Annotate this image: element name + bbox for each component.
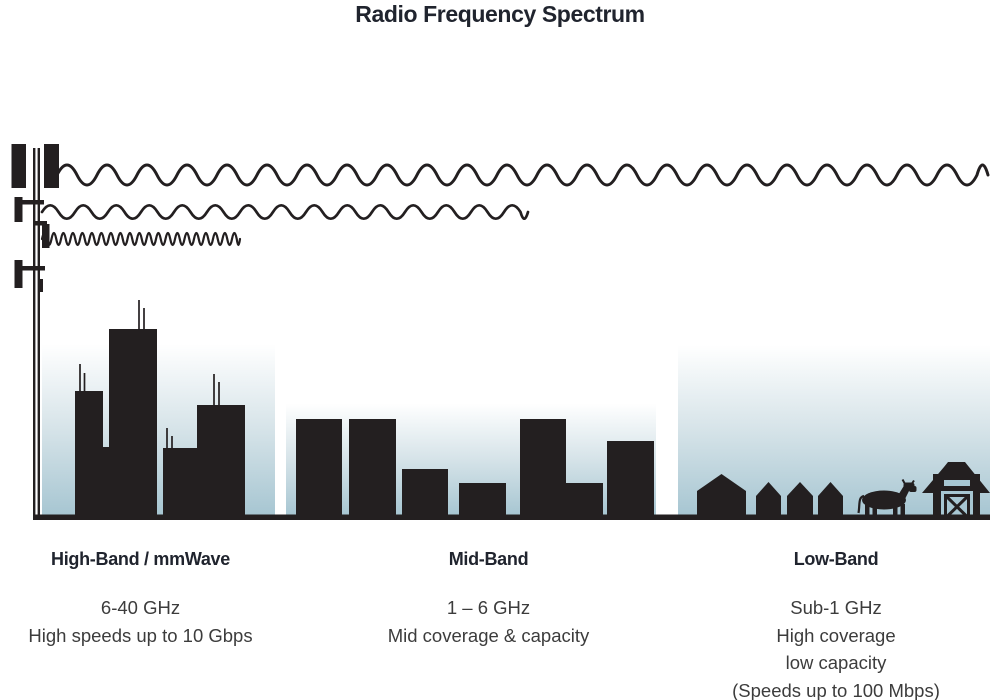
ground-line [33, 514, 990, 520]
mid-band-details: 1 – 6 GHz Mid coverage & capacity [356, 594, 621, 649]
low-band-coverage: High coverage [776, 624, 896, 646]
low-band-label-block: Low-Band Sub-1 GHz High coverage low cap… [668, 549, 1000, 700]
mid-band-frequency: 1 – 6 GHz [446, 597, 531, 618]
mid-band-coverage: Mid coverage & capacity [387, 624, 590, 646]
low-band-frequency: Sub-1 GHz [790, 597, 882, 618]
low-band-speed: (Speeds up to 100 Mbps) [732, 679, 940, 700]
high-band-speed: High speeds up to 10 Gbps [28, 624, 253, 646]
low-band-details: Sub-1 GHz High coverage low capacity (Sp… [668, 594, 1000, 700]
house-icon [818, 482, 843, 518]
high-band-label-block: High-Band / mmWave 6-40 GHz High speeds … [8, 549, 273, 649]
rooftop-antennas [79, 300, 220, 449]
farm-icon [697, 462, 990, 520]
cell-tower-icon [11, 144, 59, 516]
high-band-wave-icon [40, 231, 242, 247]
house-icon [756, 482, 781, 518]
house-icon [787, 482, 813, 518]
low-band-name: Low-Band [793, 549, 879, 569]
high-band-name: High-Band / mmWave [51, 549, 230, 569]
city-skyline-icon [75, 300, 245, 518]
high-band-details: 6-40 GHz High speeds up to 10 Gbps [8, 594, 273, 649]
cow-icon [857, 479, 917, 518]
high-band-frequency: 6-40 GHz [100, 597, 181, 618]
low-band-capacity: low capacity [785, 652, 887, 673]
mid-band-wave-icon [40, 203, 530, 221]
barn-icon [922, 462, 990, 520]
house-icon [697, 474, 746, 518]
town-skyline-icon [296, 419, 654, 518]
low-band-wave-icon [55, 163, 990, 187]
mid-band-label-block: Mid-Band 1 – 6 GHz Mid coverage & capaci… [356, 549, 621, 649]
page-title: Radio Frequency Spectrum [355, 1, 645, 27]
mid-band-name: Mid-Band [448, 549, 529, 569]
